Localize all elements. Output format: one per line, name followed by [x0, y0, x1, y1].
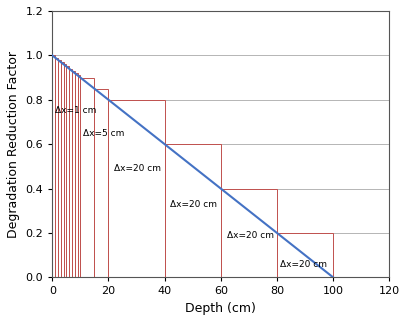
Text: Δx=20 cm: Δx=20 cm: [227, 231, 274, 240]
Text: Δx=5 cm: Δx=5 cm: [83, 128, 125, 137]
X-axis label: Depth (cm): Depth (cm): [186, 302, 256, 315]
Bar: [165, 144, 221, 278]
Bar: [78, 75, 80, 278]
Text: Δx=20 cm: Δx=20 cm: [280, 260, 327, 269]
Bar: [61, 62, 63, 278]
Text: Δx=20 cm: Δx=20 cm: [114, 164, 161, 173]
Bar: [66, 66, 69, 278]
Bar: [72, 71, 75, 278]
Text: Δx=20 cm: Δx=20 cm: [170, 200, 217, 209]
Bar: [94, 89, 109, 278]
Bar: [69, 69, 72, 278]
Bar: [75, 73, 78, 278]
Bar: [80, 78, 94, 278]
Bar: [277, 233, 333, 278]
Text: Δx=1 cm: Δx=1 cm: [55, 106, 96, 115]
Bar: [63, 64, 66, 278]
Bar: [52, 55, 55, 278]
Bar: [221, 189, 277, 278]
Bar: [55, 58, 58, 278]
Bar: [109, 100, 165, 278]
Y-axis label: Degradation Reduction Factor: Degradation Reduction Factor: [7, 51, 20, 238]
Bar: [58, 60, 61, 278]
